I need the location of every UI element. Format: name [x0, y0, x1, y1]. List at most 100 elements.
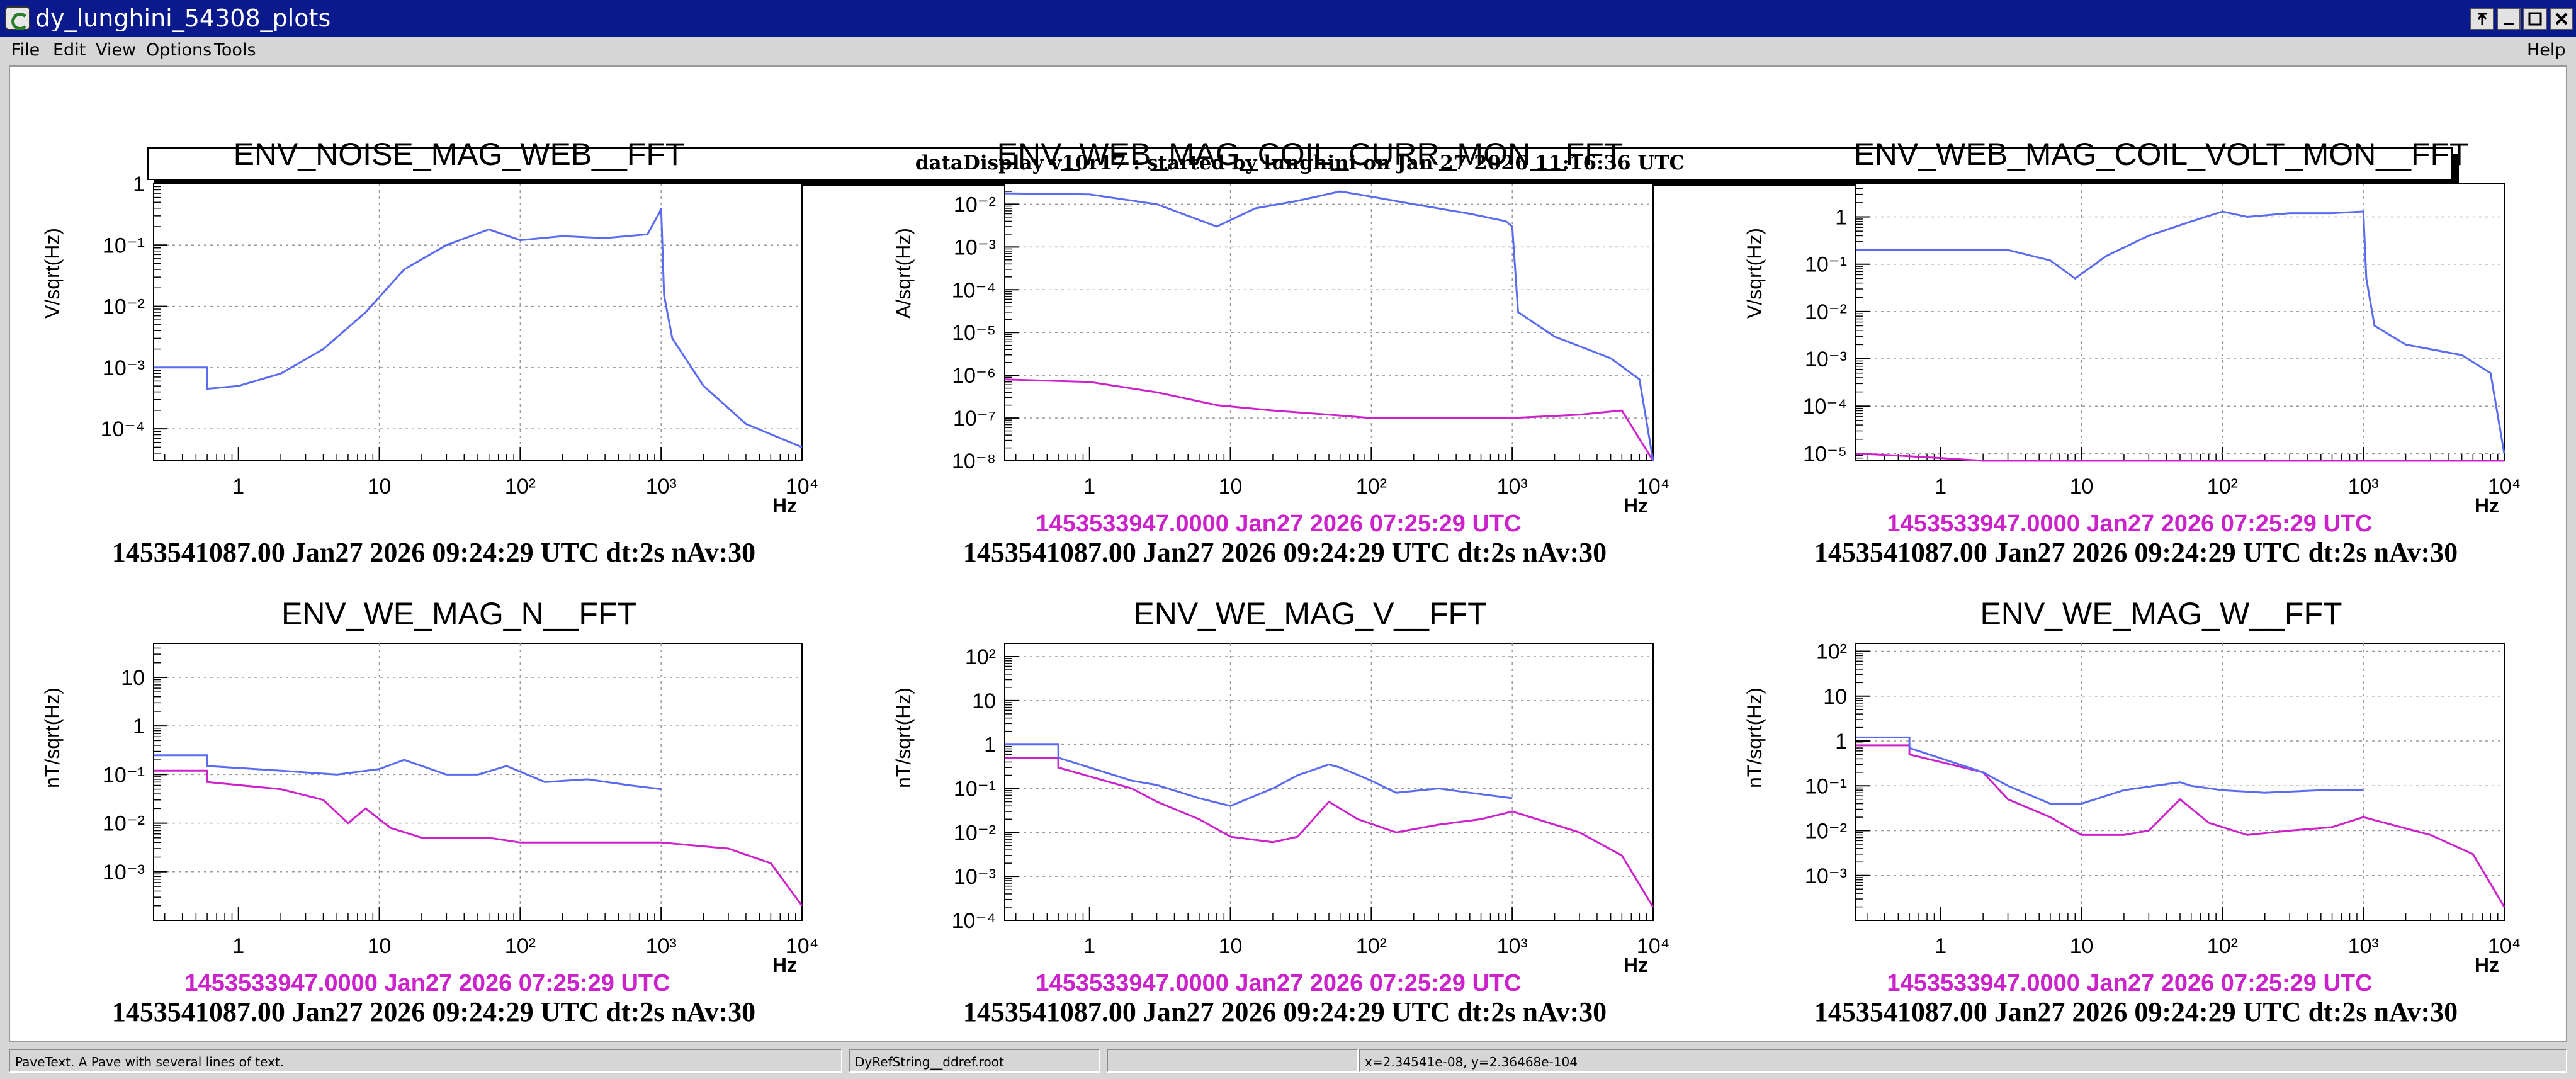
- series-current: [154, 754, 662, 791]
- y-tick-label: 10⁻³: [103, 861, 145, 884]
- y-tick-label: 1: [133, 715, 145, 738]
- x-tick-label: 10³: [1497, 475, 1528, 499]
- menu-tools[interactable]: Tools: [214, 40, 256, 60]
- y-tick-label: 10⁻⁴: [952, 909, 996, 933]
- x-tick-label: 1: [1083, 934, 1095, 958]
- x-tick-label: 1: [232, 475, 244, 499]
- y-tick-label: 10⁻¹: [1805, 253, 1847, 277]
- y-tick-label: 10²: [1816, 640, 1847, 664]
- chart-title: ENV_NOISE_MAG_WEB__FFT: [234, 137, 685, 172]
- window-title: dy_lunghini_54308_plots: [35, 4, 331, 32]
- y-tick-label: 1: [1835, 730, 1847, 754]
- x-tick-label: 10²: [505, 934, 536, 958]
- x-tick-label: 10²: [2207, 934, 2238, 958]
- series-current: [1005, 743, 1513, 807]
- y-tick-label: 10⁻¹: [103, 234, 145, 257]
- timestamp-caption: 1453541087.00 Jan27 2026 09:24:29 UTC dt…: [112, 537, 755, 568]
- y-tick-label: 10⁻⁴: [952, 278, 996, 302]
- y-tick-label: 10²: [965, 645, 996, 669]
- y-tick-label: 10⁻¹: [1805, 774, 1847, 798]
- y-tick-label: 1: [1835, 206, 1847, 230]
- menu-help[interactable]: Help: [2527, 40, 2566, 60]
- pin-button[interactable]: [2470, 8, 2494, 30]
- chart-title: ENV_WEB_MAG_COIL_VOLT_MON__FFT: [1853, 137, 2468, 172]
- app-icon: [5, 6, 30, 30]
- pin-icon: [2477, 13, 2487, 25]
- x-tick-label: 10⁴: [1637, 475, 1669, 499]
- x-axis-label: Hz: [2475, 954, 2499, 976]
- x-tick-label: 10: [368, 475, 392, 499]
- plot-frame: [153, 643, 803, 921]
- reference-caption: 1453533947.0000 Jan27 2026 07:25:29 UTC: [1036, 511, 1521, 537]
- y-axis-label: nT/sqrt(Hz): [41, 687, 64, 788]
- x-tick-label: 1: [1935, 934, 1946, 958]
- series-reference: [1004, 378, 1654, 461]
- y-axis-label: V/sqrt(Hz): [41, 228, 64, 319]
- x-axis-label: Hz: [1624, 494, 1648, 517]
- y-tick-label: 10⁻²: [954, 193, 996, 217]
- x-tick-label: 1: [1083, 475, 1095, 499]
- x-tick-label: 10: [2070, 934, 2094, 958]
- timestamp-caption: 1453541087.00 Jan27 2026 09:24:29 UTC dt…: [1814, 997, 2458, 1027]
- y-tick-label: 10⁻²: [1805, 820, 1847, 844]
- x-tick-label: 10: [1219, 934, 1243, 958]
- x-tick-label: 10⁴: [2488, 475, 2521, 499]
- x-tick-label: 10⁴: [786, 934, 818, 958]
- y-tick-label: 10⁻²: [103, 295, 145, 319]
- x-tick-label: 10⁴: [786, 475, 818, 499]
- menu-view[interactable]: View: [96, 40, 137, 60]
- close-button[interactable]: [2550, 8, 2573, 30]
- x-tick-label: 10: [2070, 475, 2094, 499]
- plot-canvas[interactable]: dataDisplay v10r17 : started by lunghini…: [9, 65, 2567, 1042]
- timestamp-caption: 1453541087.00 Jan27 2026 09:24:29 UTC dt…: [963, 537, 1607, 568]
- chart-2: ENV_WEB_MAG_COIL_CURR_MON__FFT 1 10 10² 10³ 1…: [892, 137, 1669, 568]
- x-tick-label: 10³: [1497, 934, 1528, 958]
- series-current: [1856, 210, 2505, 454]
- chart-title: ENV_WE_MAG_N__FFT: [281, 596, 636, 631]
- x-axis-label: Hz: [772, 494, 797, 517]
- timestamp-caption: 1453541087.00 Jan27 2026 09:24:29 UTC dt…: [1814, 537, 2458, 568]
- x-axis-label: Hz: [1624, 954, 1648, 976]
- header-pave[interactable]: dataDisplay v10r17 : started by lunghini…: [147, 147, 2453, 180]
- minimize-button[interactable]: [2497, 8, 2521, 30]
- menu-file[interactable]: File: [11, 40, 40, 60]
- series-current: [1004, 190, 1654, 461]
- x-tick-label: 1: [232, 934, 244, 958]
- series-reference: [1005, 757, 1654, 908]
- x-tick-label: 1: [1935, 475, 1946, 499]
- reference-caption: 1453533947.0000 Jan27 2026 07:25:29 UTC: [1887, 970, 2372, 997]
- y-axis-label: nT/sqrt(Hz): [892, 687, 915, 788]
- x-tick-label: 10⁴: [2488, 934, 2521, 958]
- series-reference: [1855, 452, 2504, 462]
- timestamp-caption: 1453541087.00 Jan27 2026 09:24:29 UTC dt…: [963, 997, 1607, 1027]
- y-axis-label: nT/sqrt(Hz): [1743, 687, 1766, 788]
- reference-caption: 1453533947.0000 Jan27 2026 07:25:29 UTC: [1036, 970, 1521, 997]
- plot-frame: [153, 183, 803, 461]
- x-tick-label: 10²: [2207, 475, 2238, 499]
- timestamp-caption: 1453541087.00 Jan27 2026 09:24:29 UTC dt…: [112, 997, 755, 1027]
- y-tick-label: 10⁻³: [954, 235, 996, 259]
- chart-title: ENV_WE_MAG_V__FFT: [1133, 596, 1486, 631]
- menu-options[interactable]: Options: [146, 40, 212, 60]
- y-tick-label: 10⁻³: [1805, 347, 1847, 371]
- status-spacer: [1107, 1049, 1359, 1073]
- y-tick-label: 10: [1823, 685, 1847, 709]
- x-axis-label: Hz: [772, 954, 797, 976]
- y-tick-label: 10⁻⁴: [101, 417, 145, 441]
- menu-edit[interactable]: Edit: [53, 40, 86, 60]
- y-tick-label: 10⁻¹: [103, 763, 145, 787]
- maximize-button[interactable]: [2523, 8, 2547, 30]
- statusbar: PaveText. A Pave with several lines of t…: [0, 1044, 2576, 1079]
- x-tick-label: 10³: [2348, 934, 2379, 958]
- y-axis-label: V/sqrt(Hz): [1743, 228, 1766, 319]
- x-tick-label: 10²: [1356, 934, 1387, 958]
- series-reference: [154, 769, 803, 907]
- minimize-icon: [2504, 23, 2514, 25]
- series-current: [1856, 736, 2364, 805]
- window-titlebar[interactable]: dy_lunghini_54308_plots: [0, 0, 2576, 37]
- status-coordinates: x=2.34541e-08, y=2.36468e-104: [1359, 1049, 2567, 1073]
- maximize-icon: [2528, 12, 2542, 26]
